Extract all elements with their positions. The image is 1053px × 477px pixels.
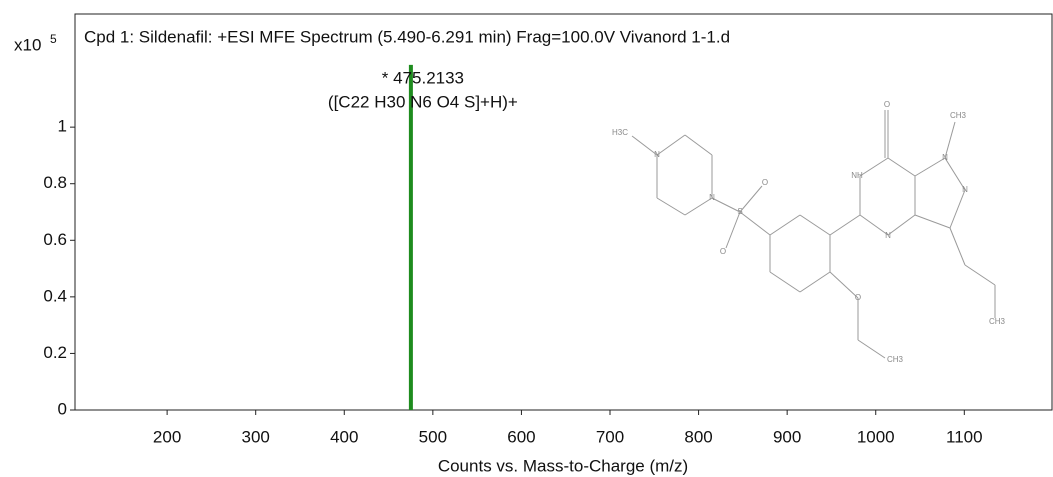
atom-label: O	[762, 178, 768, 187]
atom-label: CH3	[989, 317, 1006, 326]
atom-label: N	[885, 231, 891, 240]
x-tick-label: 900	[773, 427, 801, 446]
x-tick-label: 500	[419, 427, 447, 446]
atom-label: S	[737, 207, 742, 216]
atom-label: O	[855, 293, 861, 302]
x-tick-label: 1100	[946, 427, 983, 446]
atom-label: NH	[851, 171, 863, 180]
atom-label: O	[884, 100, 890, 109]
x-axis-label: Counts vs. Mass-to-Charge (m/z)	[438, 456, 688, 475]
structure: H3C N N S O O O CH3 NH O N N N CH3 CH3	[612, 100, 1006, 364]
y-tick-label: 0.8	[43, 173, 67, 192]
y-multiplier-base: x10	[14, 35, 41, 54]
x-tick-label: 700	[596, 427, 624, 446]
plot-frame	[74, 13, 1053, 411]
x-tick-label: 800	[684, 427, 712, 446]
x-tick-label: 400	[330, 427, 358, 446]
x-tick-label: 200	[153, 427, 181, 446]
atom-label: CH3	[887, 355, 904, 364]
x-tick-label: 600	[507, 427, 535, 446]
y-tick-label: 0.6	[43, 230, 67, 249]
atom-label: H3C	[612, 128, 628, 137]
atom-label: N	[709, 193, 715, 202]
atom-label: N	[942, 153, 948, 162]
x-tick-label: 300	[242, 427, 270, 446]
y-tick-label: 0.4	[43, 286, 67, 305]
chart-title: Cpd 1: Sildenafil: +ESI MFE Spectrum (5.…	[84, 27, 730, 46]
atom-label: N	[962, 185, 968, 194]
y-tick-label: 1	[58, 117, 67, 136]
atom-label: CH3	[950, 111, 967, 120]
atom-label: N	[654, 150, 660, 159]
y-tick-label: 0.2	[43, 343, 67, 362]
atom-label: O	[720, 247, 726, 256]
y-tick-label: 0	[58, 399, 67, 418]
peak-label: * 475.2133	[382, 68, 464, 87]
x-tick-label: 1000	[857, 427, 895, 446]
y-multiplier-exponent: 5	[50, 32, 57, 46]
peak-label: ([C22 H30 N6 O4 S]+H)+	[328, 92, 518, 111]
